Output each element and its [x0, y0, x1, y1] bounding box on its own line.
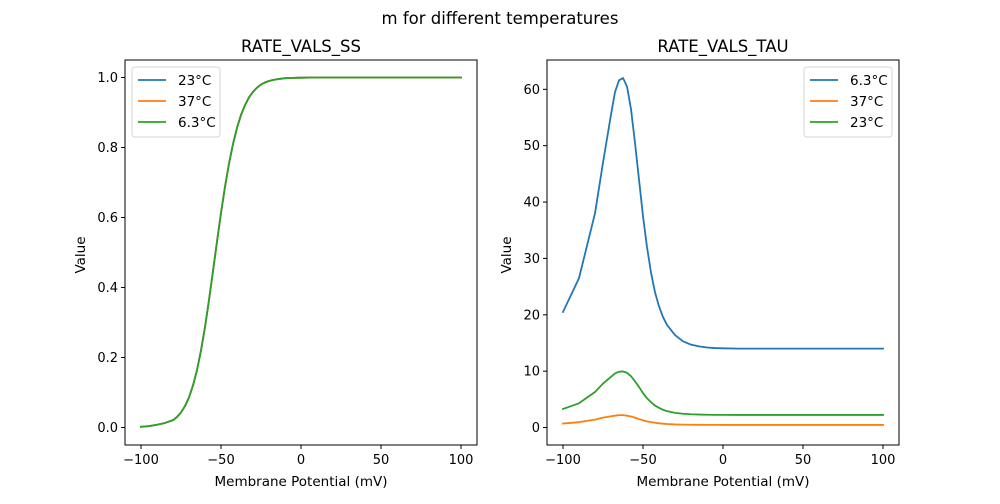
x-axis-label: Membrane Potential (mV) [214, 474, 387, 490]
axes-frame [546, 59, 900, 446]
legend-label: 6.3°C [178, 115, 216, 131]
x-tick-label: −100 [123, 453, 159, 468]
y-tick-label: 50 [523, 139, 540, 154]
series-line-6-3Cc [140, 76, 462, 428]
y-axis-ticks: 0 10 20 30 40 50 60 [523, 83, 547, 436]
legend-box [803, 66, 893, 138]
x-axis-label: Membrane Potential (mV) [636, 474, 809, 490]
figure-suptitle: m for different temperatures [382, 9, 619, 28]
legend-label: 6.3°C [850, 73, 888, 89]
subplot-title: RATE_VALS_TAU [657, 37, 788, 57]
y-tick-label: 0.8 [97, 141, 118, 156]
y-tick-label: 0.2 [97, 351, 118, 366]
y-tick-label: 10 [523, 365, 540, 380]
legend: 23°C 37°C 6.3°C [131, 66, 221, 138]
subplot-title: RATE_VALS_SS [241, 37, 361, 57]
y-tick-label: 0 [532, 421, 540, 436]
x-axis-ticks: −100 −50 0 50 100 [123, 445, 473, 468]
legend-box [131, 66, 221, 138]
x-tick-label: 50 [795, 453, 812, 468]
plot-area [561, 77, 884, 426]
x-tick-label: 100 [871, 453, 896, 468]
y-tick-label: 0.0 [97, 421, 118, 436]
series-line-37Cc [562, 414, 884, 426]
x-tick-label: 100 [449, 453, 474, 468]
subplot-rate-vals-ss: RATE_VALS_SS −100 −50 0 50 100 0.00.20.40.60… [73, 37, 478, 490]
y-axis-label: Value [499, 236, 515, 273]
y-tick-label: 20 [523, 308, 540, 323]
legend-label: 23°C [178, 73, 211, 89]
legend-item: 6.3°C [810, 73, 888, 89]
y-tick-label: 0.6 [97, 211, 118, 226]
x-tick-label: −50 [629, 453, 656, 468]
legend-item: 23°C [138, 73, 211, 89]
x-tick-label: 50 [373, 453, 390, 468]
y-tick-label: 1.0 [97, 71, 118, 86]
axes-frame [124, 59, 478, 446]
legend-item: 23°C [810, 115, 883, 131]
y-tick-label: 30 [523, 252, 540, 267]
legend: 6.3°C 37°C 23°C [803, 66, 893, 138]
x-tick-label: 0 [719, 453, 727, 468]
series-line-23Cc [561, 370, 884, 416]
x-tick-label: −50 [207, 453, 234, 468]
y-axis-ticks: 0.0 0.2 0.4 0.6 0.8 1.0 [97, 71, 125, 436]
y-tick-label: 40 [523, 196, 540, 211]
x-tick-label: 0 [297, 453, 305, 468]
y-axis-label: Value [73, 236, 89, 273]
legend-item: 6.3°C [138, 115, 216, 131]
subplot-rate-vals-tau: RATE_VALS_TAU −100 −50 0 50 100 0 10 20 30 40 50 6… [499, 37, 900, 490]
legend-label: 23°C [850, 115, 883, 131]
x-tick-label: −100 [545, 453, 581, 468]
y-tick-label: 0.4 [97, 281, 118, 296]
legend-label: 37°C [850, 94, 883, 110]
y-tick-label: 60 [523, 83, 540, 98]
legend-label: 37°C [178, 94, 211, 110]
legend-item: 37°C [138, 94, 211, 110]
plot-area [140, 76, 462, 428]
legend-item: 37°C [810, 94, 883, 110]
series-line-6-3Cc [561, 77, 884, 350]
x-axis-ticks: −100 −50 0 50 100 [545, 445, 895, 468]
